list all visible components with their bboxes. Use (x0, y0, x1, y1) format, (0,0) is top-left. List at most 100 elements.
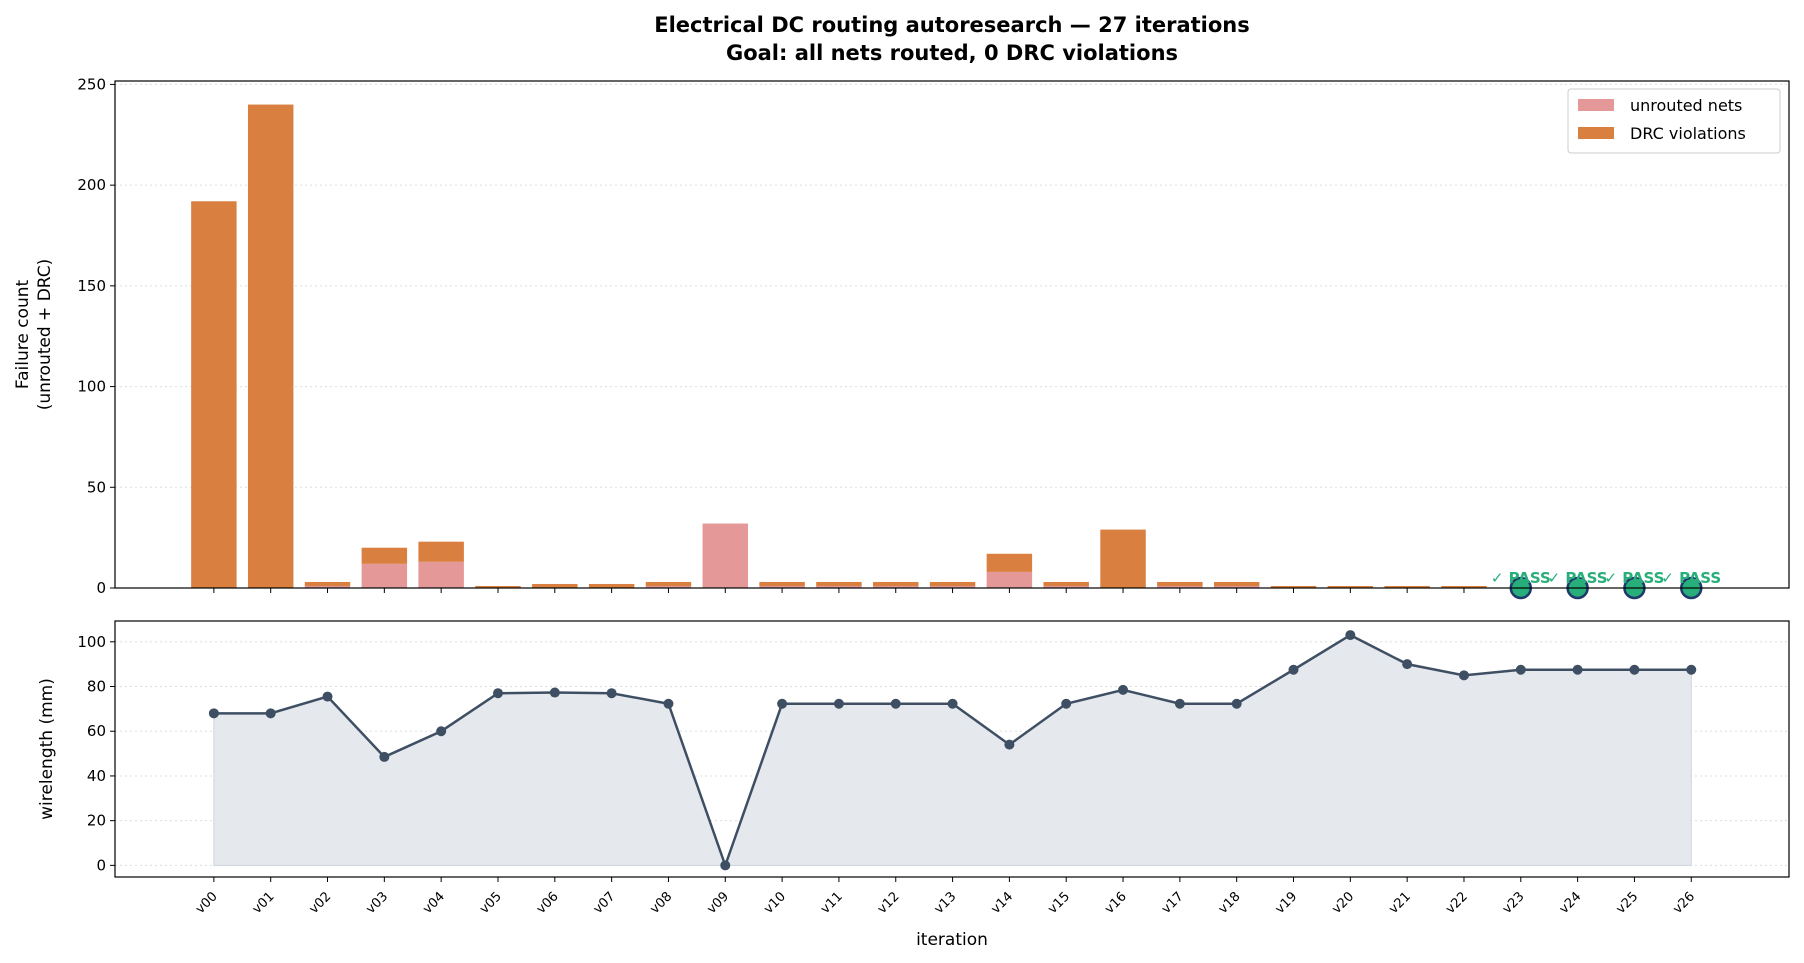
x-tick-label: v14 (988, 889, 1016, 917)
drc-bar (532, 583, 578, 588)
wirelength-point (549, 687, 560, 698)
drc-bar (1100, 529, 1146, 588)
x-tick-label: v21 (1386, 889, 1414, 917)
drc-bar (1384, 585, 1430, 588)
wirelength-point (1629, 664, 1640, 675)
x-tick-label: v20 (1329, 889, 1357, 917)
drc-bar (1270, 585, 1317, 588)
wirelength-point (265, 708, 276, 719)
drc-bar (1213, 581, 1260, 586)
drc-bar (873, 581, 919, 586)
x-axis-label: iteration (916, 930, 988, 950)
unrouted-bar (304, 585, 351, 588)
x-tick-label: v11 (818, 889, 846, 917)
wirelength-point (208, 708, 219, 719)
drc-bar (1043, 581, 1089, 586)
unrouted-bar (873, 585, 919, 588)
y-axis-label-top: Failure count (unrouted + DRC) (13, 259, 55, 411)
x-tick-label: v02 (307, 889, 335, 917)
x-tick-label: v03 (363, 889, 391, 917)
unrouted-bar (816, 585, 862, 588)
y-tick-label: 40 (87, 767, 106, 785)
wirelength-point (1345, 630, 1356, 641)
wirelength-point (890, 698, 901, 709)
plot-frame (114, 80, 1790, 589)
drc-bar (759, 581, 805, 586)
unrouted-bar (361, 563, 408, 588)
y-tick-label: 200 (77, 176, 106, 194)
unrouted-bar (645, 585, 692, 588)
legend-swatch (1578, 127, 1614, 139)
chart-subtitle: Goal: all nets routed, 0 DRC violations (726, 41, 1178, 65)
wirelength-point (663, 698, 674, 709)
unrouted-bar (1213, 585, 1260, 588)
y-tick-label: 100 (77, 378, 106, 396)
drc-bar (929, 581, 976, 586)
y-tick-label: 50 (87, 478, 106, 496)
x-tick-label: v17 (1159, 889, 1187, 917)
y-tick-label: 80 (87, 678, 106, 696)
x-tick-label: v00 (193, 889, 221, 917)
x-tick-label: v12 (875, 889, 903, 917)
wirelength-point (1288, 664, 1299, 675)
wirelength-point (1004, 739, 1015, 750)
wirelength-point (720, 860, 731, 871)
x-tick-label: v06 (534, 889, 562, 917)
wirelength-point (1174, 698, 1185, 709)
drc-bar (247, 104, 294, 588)
x-tick-label: v25 (1614, 889, 1642, 917)
drc-bar (986, 553, 1033, 572)
y-tick-label: 60 (87, 722, 106, 740)
pass-label: ✓ PASS (1491, 569, 1551, 587)
drc-bar (588, 583, 635, 588)
x-tick-label: v23 (1500, 889, 1528, 917)
y-tick-label: 20 (87, 812, 106, 830)
y-tick-label: 150 (77, 277, 106, 295)
x-tick-label: v01 (250, 889, 278, 917)
unrouted-bar (418, 561, 464, 588)
legend-swatch (1578, 99, 1614, 111)
drc-bar (191, 201, 237, 588)
drc-bar (361, 547, 408, 564)
wirelength-plot: 0 20 40 60 80 100 v00 v01 v02 v03 v04 v05 v06 v07 v08 v… (77, 620, 1790, 917)
pass-label: ✓ PASS (1604, 569, 1664, 587)
wirelength-point (1515, 664, 1526, 675)
legend (1567, 88, 1781, 154)
x-tick-label: v13 (932, 889, 960, 917)
unrouted-bar (759, 585, 805, 588)
x-tick-label: v09 (704, 889, 732, 917)
wirelength-point (606, 688, 617, 699)
drc-bar (304, 581, 351, 586)
wirelength-point (379, 751, 390, 762)
wirelength-point (322, 691, 333, 702)
wirelength-point (947, 698, 958, 709)
wirelength-point (436, 726, 447, 737)
unrouted-bar (986, 571, 1033, 588)
unrouted-bar (1043, 585, 1089, 588)
wirelength-point (1458, 670, 1469, 681)
x-tick-label: v15 (1045, 889, 1073, 917)
x-tick-label: v22 (1443, 889, 1471, 917)
drc-bar (475, 585, 521, 588)
x-tick-label: v24 (1557, 889, 1585, 917)
x-tick-label: v26 (1670, 889, 1698, 917)
wirelength-point (1402, 659, 1413, 670)
y-tick-label: 250 (77, 75, 106, 93)
pass-label: ✓ PASS (1661, 569, 1721, 587)
wirelength-point (1118, 684, 1129, 695)
y-tick-label: 0 (96, 856, 106, 874)
wirelength-point (777, 698, 788, 709)
y-axis-label-line: (unrouted + DRC) (35, 259, 55, 411)
y-axis-label-bottom: wirelength (mm) (37, 678, 57, 820)
x-tick-label: v16 (1102, 889, 1130, 917)
wirelength-area (213, 634, 1692, 867)
pass-label: ✓ PASS (1548, 569, 1608, 587)
drc-bar (816, 581, 862, 586)
y-axis-label-line: Failure count (13, 280, 33, 390)
wirelength-point (1572, 664, 1583, 675)
chart-title: Electrical DC routing autoresearch — 27 … (654, 13, 1250, 37)
plot-frame (114, 620, 1790, 878)
unrouted-bar (929, 585, 976, 588)
